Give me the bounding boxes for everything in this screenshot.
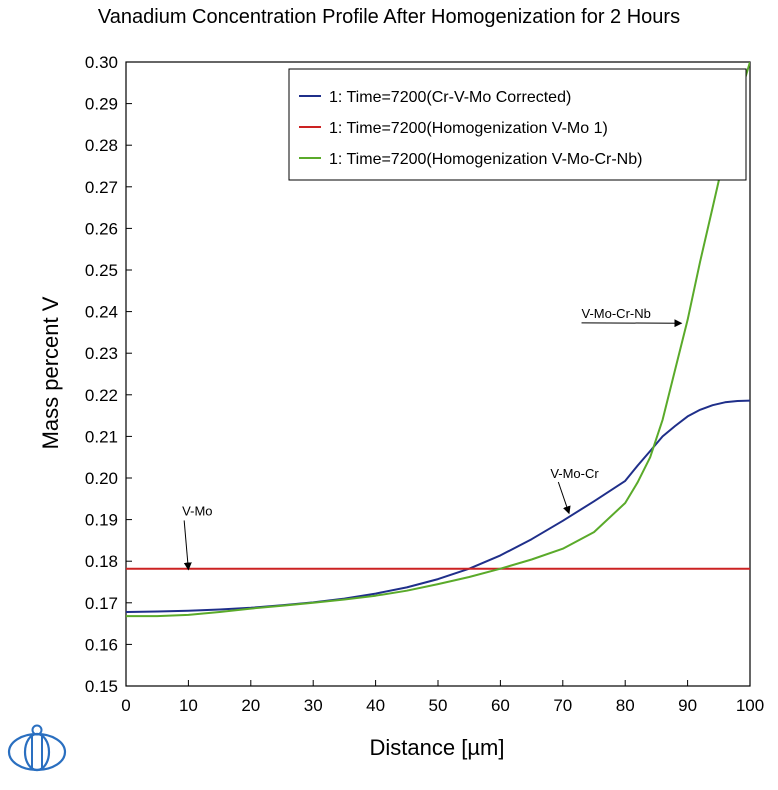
thermo-calc-logo: [7, 724, 67, 772]
y-tick-label: 0.17: [85, 594, 118, 613]
legend-entry: 1: Time=7200(Cr-V-Mo Corrected): [329, 89, 571, 106]
legend-box: [288, 68, 747, 181]
y-tick-label: 0.15: [85, 677, 118, 696]
y-tick-label: 0.19: [85, 511, 118, 530]
x-tick-label: 40: [366, 696, 385, 715]
x-tick-label: 70: [553, 696, 572, 715]
y-tick-label: 0.26: [85, 219, 118, 238]
annotation-arrow: [557, 481, 571, 515]
legend: 1: Time=7200(Cr-V-Mo Corrected) 1: Time=7…: [288, 68, 747, 181]
x-tick-label: 10: [179, 696, 198, 715]
series-line-3: [126, 62, 750, 618]
annotation-label: V-Mo-Cr-Nb: [582, 306, 651, 321]
x-tick-label: 100: [736, 696, 764, 715]
legend-entry: 1: Time=7200(Homogenization V-Mo-Cr-Nb): [329, 151, 642, 168]
annotation-label: V-Mo: [182, 503, 212, 518]
y-tick-label: 0.27: [85, 178, 118, 197]
series-line-1: [126, 399, 750, 613]
y-axis-title: Mass percent V: [38, 296, 63, 449]
y-tick-label: 0.22: [85, 386, 118, 405]
annotations: V-Mo V-Mo-Cr V-Mo-Cr-Nb: [182, 306, 683, 571]
y-tick-label: 0.21: [85, 427, 118, 446]
y-tick-label: 0.24: [85, 303, 118, 322]
x-tick-label: 50: [429, 696, 448, 715]
x-axis-title: Distance [µm]: [370, 735, 505, 760]
y-tick-label: 0.29: [85, 95, 118, 114]
y-tick-label: 0.25: [85, 261, 118, 280]
y-tick-label: 0.30: [85, 53, 118, 72]
y-tick-label: 0.23: [85, 344, 118, 363]
y-tick-label: 0.16: [85, 635, 118, 654]
x-tick-label: 80: [616, 696, 635, 715]
x-tick-label: 0: [121, 696, 130, 715]
series-layer: [126, 62, 750, 618]
y-tick-label: 0.20: [85, 469, 118, 488]
annotation-arrow: [183, 520, 192, 571]
y-tick-label: 0.18: [85, 552, 118, 571]
x-tick-label: 20: [241, 696, 260, 715]
y-tick-label: 0.28: [85, 136, 118, 155]
chart-title: Vanadium Concentration Profile After Hom…: [97, 6, 681, 28]
legend-entry: 1: Time=7200(Homogenization V-Mo 1): [329, 120, 608, 137]
axes: 0 10 20 30 40 50 60 70 80 90 100 0.15 0.16 0.17 0.18 0.…: [85, 53, 764, 715]
x-tick-label: 60: [491, 696, 510, 715]
annotation-label: V-Mo-Cr: [550, 466, 599, 481]
x-tick-label: 90: [678, 696, 697, 715]
x-tick-label: 30: [304, 696, 323, 715]
